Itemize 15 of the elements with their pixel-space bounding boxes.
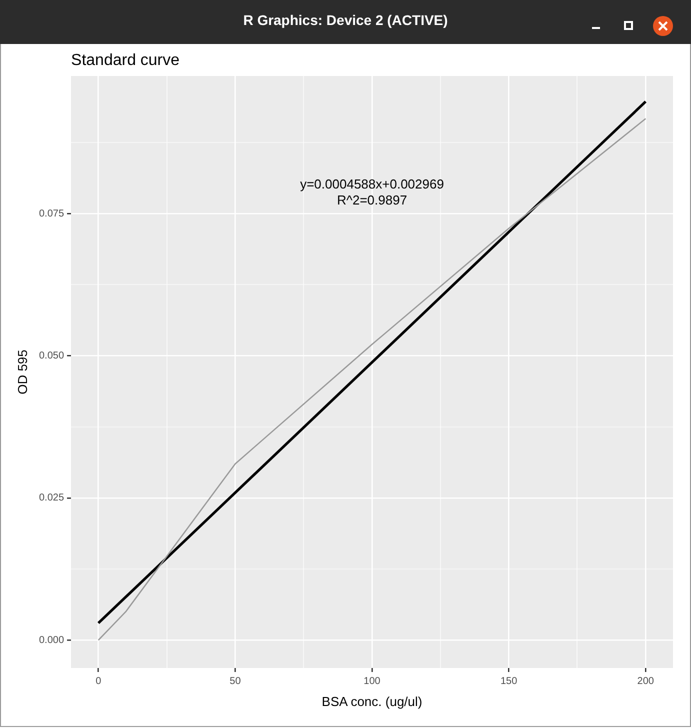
x-axis-title: BSA conc. (ug/ul) <box>322 694 422 709</box>
y-tick-label: 0.050 <box>38 350 64 362</box>
x-tick-label: 200 <box>637 676 654 687</box>
x-tick-label: 100 <box>364 676 381 687</box>
text: R Graphics: Device 2 (ACTIVE) <box>242 12 449 28</box>
y-tick-label: 0.075 <box>38 208 64 220</box>
annotation: y=0.0004588x+0.002969 <box>300 176 444 192</box>
x-tick-label: 150 <box>500 676 518 687</box>
y-tick-label: 0.000 <box>38 634 64 646</box>
chart-title: Standard curve <box>71 52 180 69</box>
annotation: R^2=0.9897 <box>336 192 408 208</box>
y-axis-title: OD 595 <box>15 350 30 394</box>
y-tick-label: 0.025 <box>38 492 64 504</box>
x-tick-label: 0 <box>96 676 102 687</box>
x-tick-label: 50 <box>230 676 242 687</box>
